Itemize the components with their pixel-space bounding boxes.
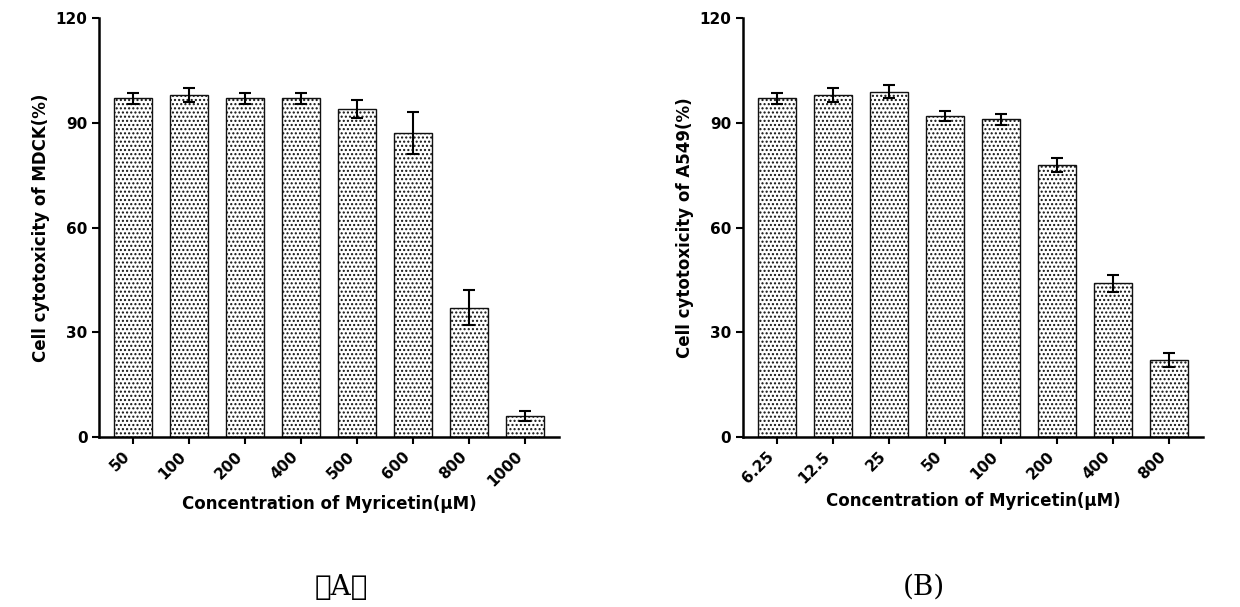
Bar xyxy=(170,95,208,437)
Bar xyxy=(114,98,153,437)
Bar xyxy=(226,98,264,437)
Bar xyxy=(926,116,963,437)
Bar xyxy=(869,92,908,437)
Bar xyxy=(758,98,796,437)
Bar xyxy=(506,416,544,437)
Bar xyxy=(813,95,852,437)
X-axis label: Concentration of Myricetin(μM): Concentration of Myricetin(μM) xyxy=(826,492,1120,510)
Bar xyxy=(450,308,489,437)
Bar xyxy=(1038,165,1076,437)
Bar xyxy=(982,120,1021,437)
X-axis label: Concentration of Myricetin(μM): Concentration of Myricetin(μM) xyxy=(182,495,476,513)
Text: （A）: （A） xyxy=(314,574,368,601)
Text: (B): (B) xyxy=(903,574,945,601)
Bar xyxy=(1149,361,1188,437)
Bar xyxy=(394,134,433,437)
Y-axis label: Cell cytotoxicity of MDCK(%): Cell cytotoxicity of MDCK(%) xyxy=(32,93,50,362)
Bar xyxy=(339,109,376,437)
Bar xyxy=(281,98,320,437)
Y-axis label: Cell cytotoxicity of A549(%): Cell cytotoxicity of A549(%) xyxy=(676,97,693,358)
Bar xyxy=(1094,283,1132,437)
